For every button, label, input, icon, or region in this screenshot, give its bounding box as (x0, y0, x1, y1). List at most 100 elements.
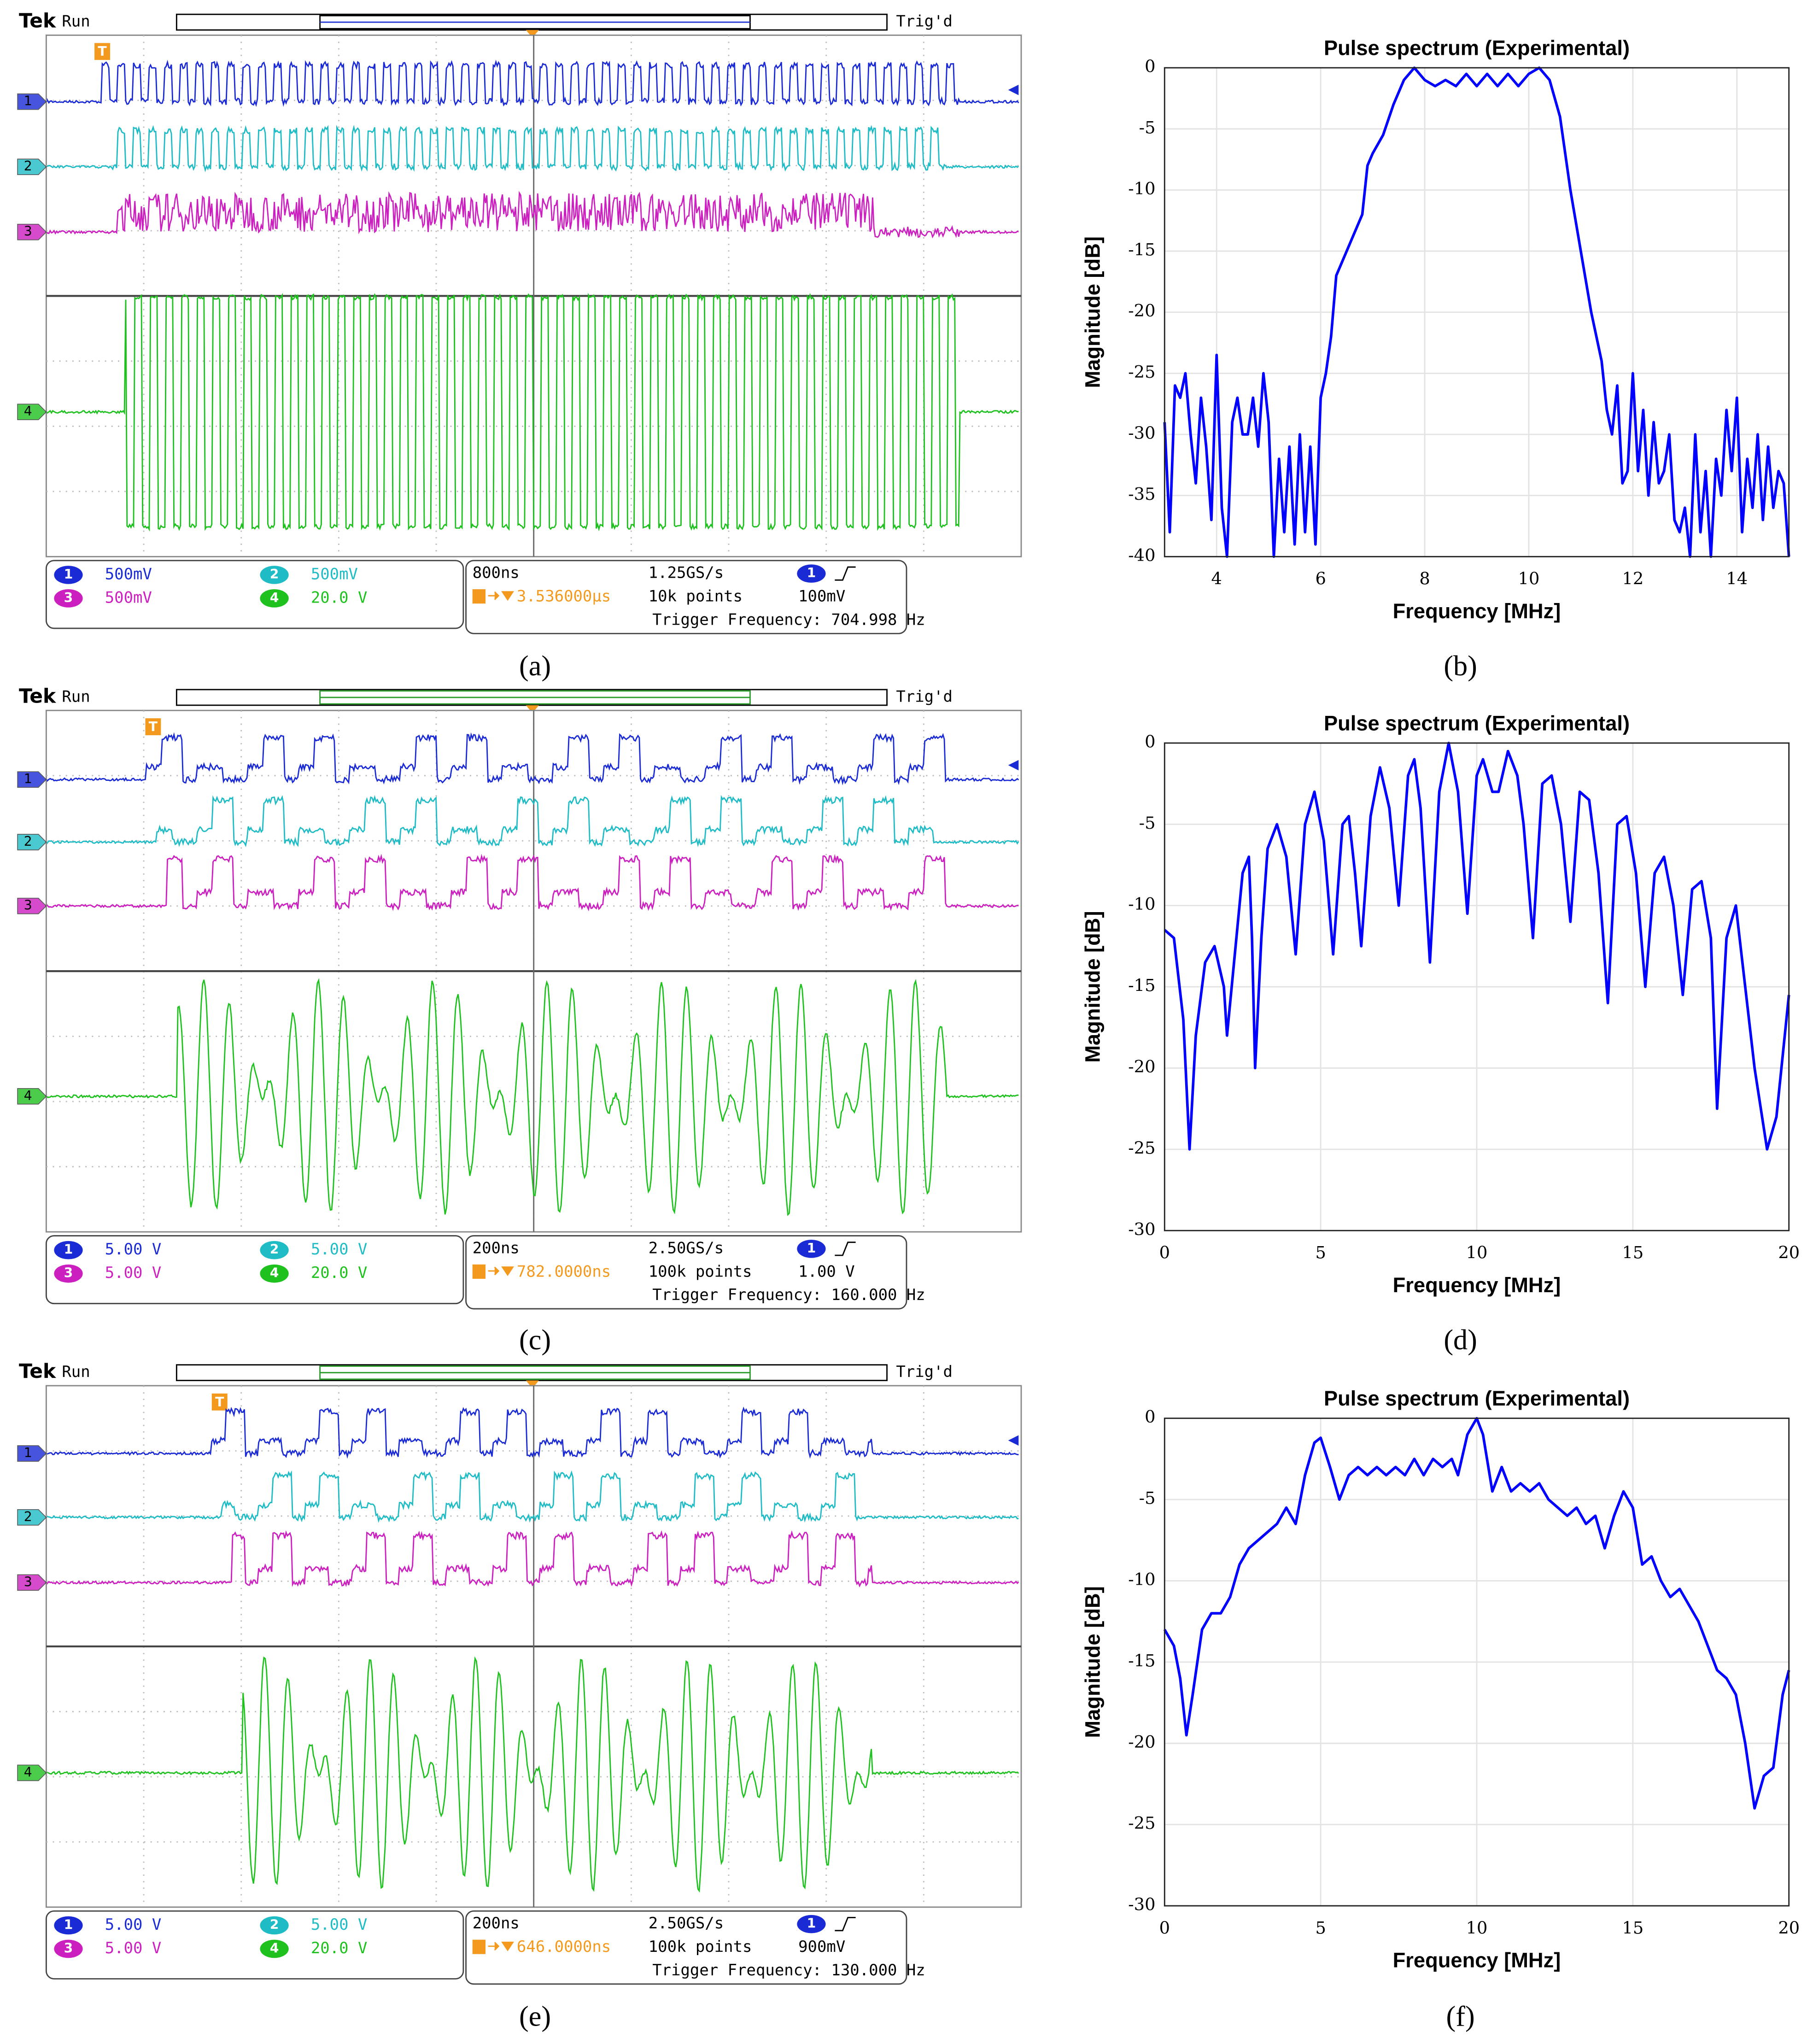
trigger-channel-badge (797, 1240, 826, 1258)
x-axis-label: Frequency [MHz] (1393, 1949, 1561, 1972)
channel-marker (17, 897, 47, 914)
sample-rate: 1.25GS/s (649, 564, 724, 582)
channel-marker (17, 1574, 47, 1591)
channel-marker (17, 834, 47, 850)
channel-badge-text: 2 (270, 567, 279, 582)
channel-marker-text: 1 (24, 771, 32, 786)
channel-scale: 20.0 V (311, 1939, 368, 1957)
trigger-channel: 1 (807, 1241, 816, 1256)
channel-badge-text: 2 (270, 1917, 279, 1932)
axes-box (1164, 1417, 1790, 1907)
trigger-arrow (526, 1380, 539, 1388)
position-arrow (488, 1266, 515, 1277)
x-tick-label: 5 (1315, 1243, 1326, 1263)
x-axis-label: Frequency [MHz] (1393, 599, 1561, 623)
record-length: 100k points (649, 1262, 752, 1281)
channel-badge (54, 589, 83, 608)
channel-badge-text: 4 (270, 590, 279, 605)
record-length: 10k points (649, 587, 743, 606)
channel-marker-text: 4 (24, 1088, 32, 1103)
position-arrow (488, 591, 515, 601)
waveform (47, 1470, 1019, 1523)
x-tick-label: 14 (1726, 569, 1748, 589)
channel-badge (260, 1241, 289, 1259)
chart-title: Pulse spectrum (Experimental) (1324, 36, 1630, 59)
channel-marker-text: 1 (24, 1445, 32, 1460)
x-tick-label: 10 (1466, 1918, 1488, 1938)
channel-marker-text: 3 (24, 898, 32, 913)
trigger-level: 1.00 V (798, 1262, 855, 1281)
caption: (b) (1444, 650, 1477, 682)
channel-marker-text: 2 (24, 1509, 32, 1524)
y-axis-label: Magnitude [dB] (1081, 911, 1104, 1062)
position-arrow (488, 1941, 515, 1951)
y-tick-label: -25 (1128, 362, 1155, 382)
x-tick-label: 6 (1315, 569, 1326, 589)
run-state: Run (62, 12, 90, 31)
readout-box (465, 1910, 907, 1985)
channel-marker-text: 1 (24, 94, 32, 109)
trigger-badge-text: T (215, 1394, 224, 1410)
channel-badge (260, 1916, 289, 1935)
x-tick-label: 20 (1778, 1918, 1800, 1938)
waveform (47, 124, 1019, 173)
channel-marker-text: 2 (24, 834, 32, 849)
channel-badge-text: 1 (64, 567, 73, 582)
y-tick-label: -30 (1128, 1219, 1155, 1239)
y-tick-label: -35 (1128, 484, 1155, 504)
position-icon (472, 589, 486, 604)
y-tick-label: -20 (1128, 1057, 1155, 1077)
waveform (47, 1656, 1019, 1893)
trigger-frequency: Trigger Frequency: 160.000 Hz (652, 1286, 925, 1304)
trigger-frequency: Trigger Frequency: 130.000 Hz (652, 1961, 925, 1980)
y-tick-label: 0 (1145, 732, 1155, 751)
channel-badge-text: 3 (64, 1940, 73, 1956)
waveform (47, 732, 1019, 785)
y-tick-label: 0 (1145, 1407, 1155, 1427)
caption: (a) (519, 650, 551, 682)
waveform (47, 293, 1019, 532)
channel-marker (17, 1088, 47, 1105)
trigger-badge-text: T (149, 719, 158, 734)
y-tick-label: -15 (1128, 976, 1155, 996)
channel-scale: 500mV (311, 565, 358, 583)
waveform (47, 191, 1019, 239)
channel-scale: 20.0 V (311, 588, 368, 607)
timebase: 800ns (473, 564, 520, 582)
channel-marker (17, 1445, 47, 1462)
y-tick-label: -15 (1128, 1651, 1155, 1670)
trig-state: Trig'd (896, 12, 953, 31)
channel-badge-text: 1 (64, 1242, 73, 1257)
channel-badge (260, 566, 289, 584)
y-tick-label: -10 (1128, 894, 1155, 914)
sample-rate: 2.50GS/s (649, 1239, 724, 1257)
x-tick-label: 12 (1622, 569, 1643, 589)
channel-badge-text: 1 (64, 1917, 73, 1932)
trigger-channel: 1 (807, 565, 816, 580)
channel-badge-text: 3 (64, 590, 73, 605)
x-tick-label: 10 (1466, 1243, 1488, 1263)
channel-badge-text: 4 (270, 1940, 279, 1956)
trigger-frequency: Trigger Frequency: 704.998 Hz (652, 610, 925, 629)
channel-marker (17, 771, 47, 788)
channel-badge (54, 1939, 83, 1958)
x-tick-label: 0 (1159, 1918, 1170, 1938)
record-length: 100k points (649, 1938, 752, 1956)
waveform (47, 978, 1019, 1216)
caption: (d) (1444, 1324, 1477, 1356)
y-tick-label: -10 (1128, 179, 1155, 199)
readout-box (465, 1235, 907, 1310)
channel-scale: 500mV (105, 565, 152, 583)
trigger-position: 646.0000ns (517, 1938, 611, 1956)
channel-marker (17, 158, 47, 176)
channel-scale: 5.00 V (105, 1264, 162, 1282)
y-tick-label: -15 (1128, 240, 1155, 260)
waveform (47, 59, 1019, 107)
channel-scale: 20.0 V (311, 1264, 368, 1282)
waveform (47, 1530, 1019, 1587)
level-arrow (1008, 760, 1019, 771)
y-tick-label: -25 (1128, 1138, 1155, 1158)
trigger-channel-badge (797, 564, 826, 583)
